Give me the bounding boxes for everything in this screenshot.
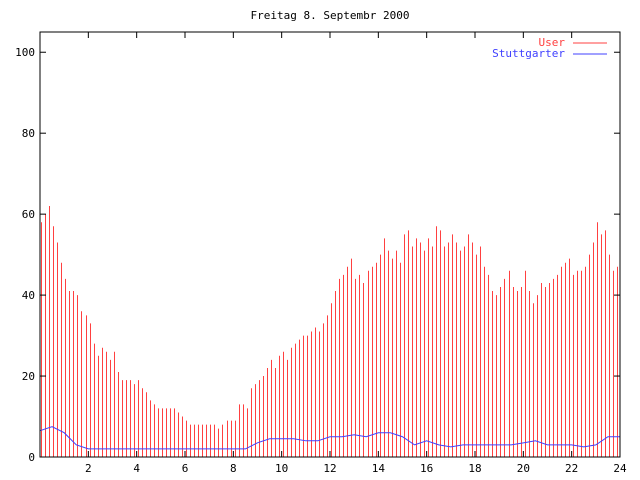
y-tick-label: 80: [22, 127, 35, 140]
x-tick-label: 6: [182, 462, 189, 475]
y-tick-label: 100: [15, 46, 35, 59]
x-tick-label: 22: [565, 462, 578, 475]
x-tick-label: 10: [275, 462, 288, 475]
x-tick-label: 14: [372, 462, 386, 475]
stuttgarter-line-group: [39, 426, 620, 450]
x-tick-label: 2: [85, 462, 92, 475]
x-tick-label: 16: [420, 462, 433, 475]
x-tick-label: 24: [613, 462, 627, 475]
user-bars: [41, 206, 618, 457]
x-tick-label: 20: [517, 462, 530, 475]
legend: User Stuttgarter: [492, 36, 607, 60]
x-tick-label: 12: [323, 462, 336, 475]
y-tick-label: 60: [22, 208, 35, 221]
stuttgarter-line: [39, 426, 620, 450]
x-tick-label: 18: [468, 462, 481, 475]
legend-label-stuttgarter: Stuttgarter: [492, 47, 565, 60]
x-tick-label: 8: [230, 462, 237, 475]
y-tick-label: 20: [22, 370, 35, 383]
y-tick-label: 40: [22, 289, 35, 302]
y-tick-label: 0: [28, 451, 35, 464]
legend-label-user: User: [539, 36, 566, 49]
x-tick-label: 4: [133, 462, 140, 475]
chart-title: Freitag 8. Septembr 2000: [251, 9, 410, 22]
